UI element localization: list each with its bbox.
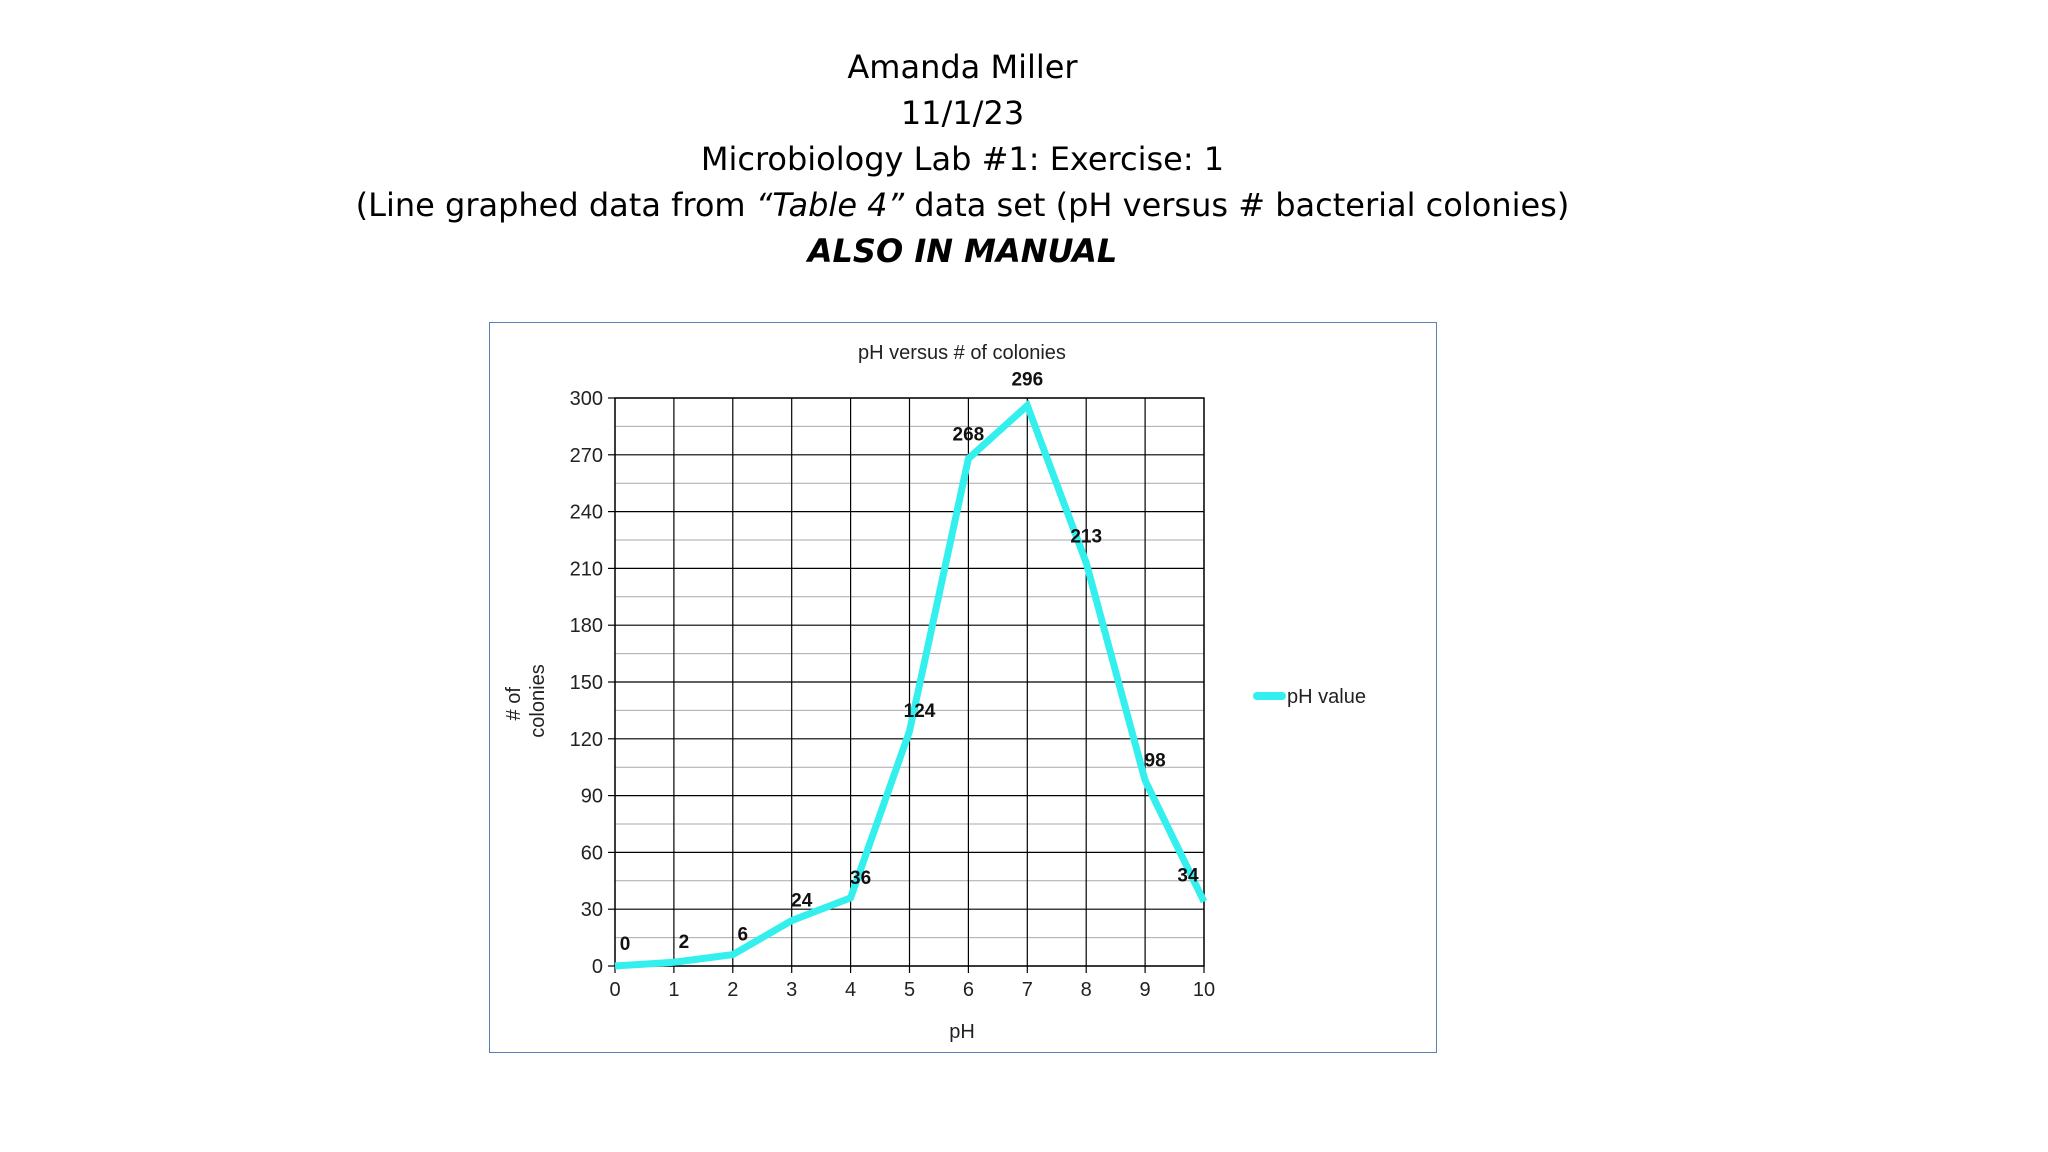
data-label: 24 [791,891,813,912]
description-suffix: data set (pH versus # bacterial colonies… [904,186,1570,224]
x-tick-label: 10 [1193,979,1215,1001]
y-axis-label-line-1: # of [503,687,525,721]
y-tick-label: 210 [570,558,603,580]
x-tick-label: 5 [904,979,915,1001]
table-reference: “Table 4” [755,186,905,224]
data-label: 98 [1145,750,1166,771]
description-line: (Line graphed data from “Table 4” data s… [0,182,1925,228]
date-text: 11/1/23 [900,94,1025,132]
y-tick-label: 90 [581,786,603,808]
data-label: 2 [679,932,690,953]
x-tick-label: 7 [1022,979,1033,1001]
x-tick-label: 1 [668,979,679,1001]
y-tick-label: 120 [570,729,603,751]
y-tick-label: 270 [570,445,603,467]
data-label: 213 [1070,527,1102,548]
chart-frame: 0 30 60 90 120 150 180 210 240 270 300 0 1 2 3 4 5 6 7 8 9 10… [489,322,1437,1053]
lab-title: Microbiology Lab #1: Exercise: 1 [700,140,1225,178]
y-tick-label: 30 [581,899,603,921]
y-tick-label: 150 [570,672,603,694]
y-tick-label: 240 [570,502,603,524]
x-tick-label: 9 [1140,979,1151,1001]
slide-header: Amanda Miller 11/1/23 Microbiology Lab #… [0,44,1925,274]
chart-title: pH versus # of colonies [858,342,1066,364]
y-axis-label-line-2: colonies [527,664,549,737]
x-tick-label: 4 [845,979,856,1001]
legend-label: pH value [1287,686,1366,708]
grid [614,397,1205,967]
data-label: 0 [620,934,631,955]
x-tick-label: 6 [963,979,974,1001]
data-label: 36 [850,868,871,889]
data-labels: 0 2 6 24 36 124 268 296 213 98 34 [620,370,1199,955]
y-axis-label: # of colonies [503,664,549,737]
data-label: 6 [738,925,749,946]
x-axis-label: pH [949,1021,975,1043]
x-tick-label: 2 [727,979,738,1001]
data-label: 296 [1011,370,1043,391]
description-prefix: (Line graphed data from [355,186,756,224]
x-tick-label: 0 [609,979,620,1001]
legend: pH value [1253,686,1366,708]
data-label: 124 [904,701,936,722]
data-label: 34 [1177,866,1199,887]
author-name: Amanda Miller [847,48,1078,86]
series-layer [614,399,1208,970]
x-tick-label: 8 [1081,979,1092,1001]
y-tick-label: 60 [581,842,603,864]
y-tick-label: 180 [570,615,603,637]
y-tick-label: 0 [592,956,603,978]
y-tick-label: 300 [570,388,603,410]
x-tick-label: 3 [786,979,797,1001]
manual-note: ALSO IN MANUAL [807,232,1118,270]
data-label: 268 [953,425,985,446]
plot-border [614,397,1205,967]
